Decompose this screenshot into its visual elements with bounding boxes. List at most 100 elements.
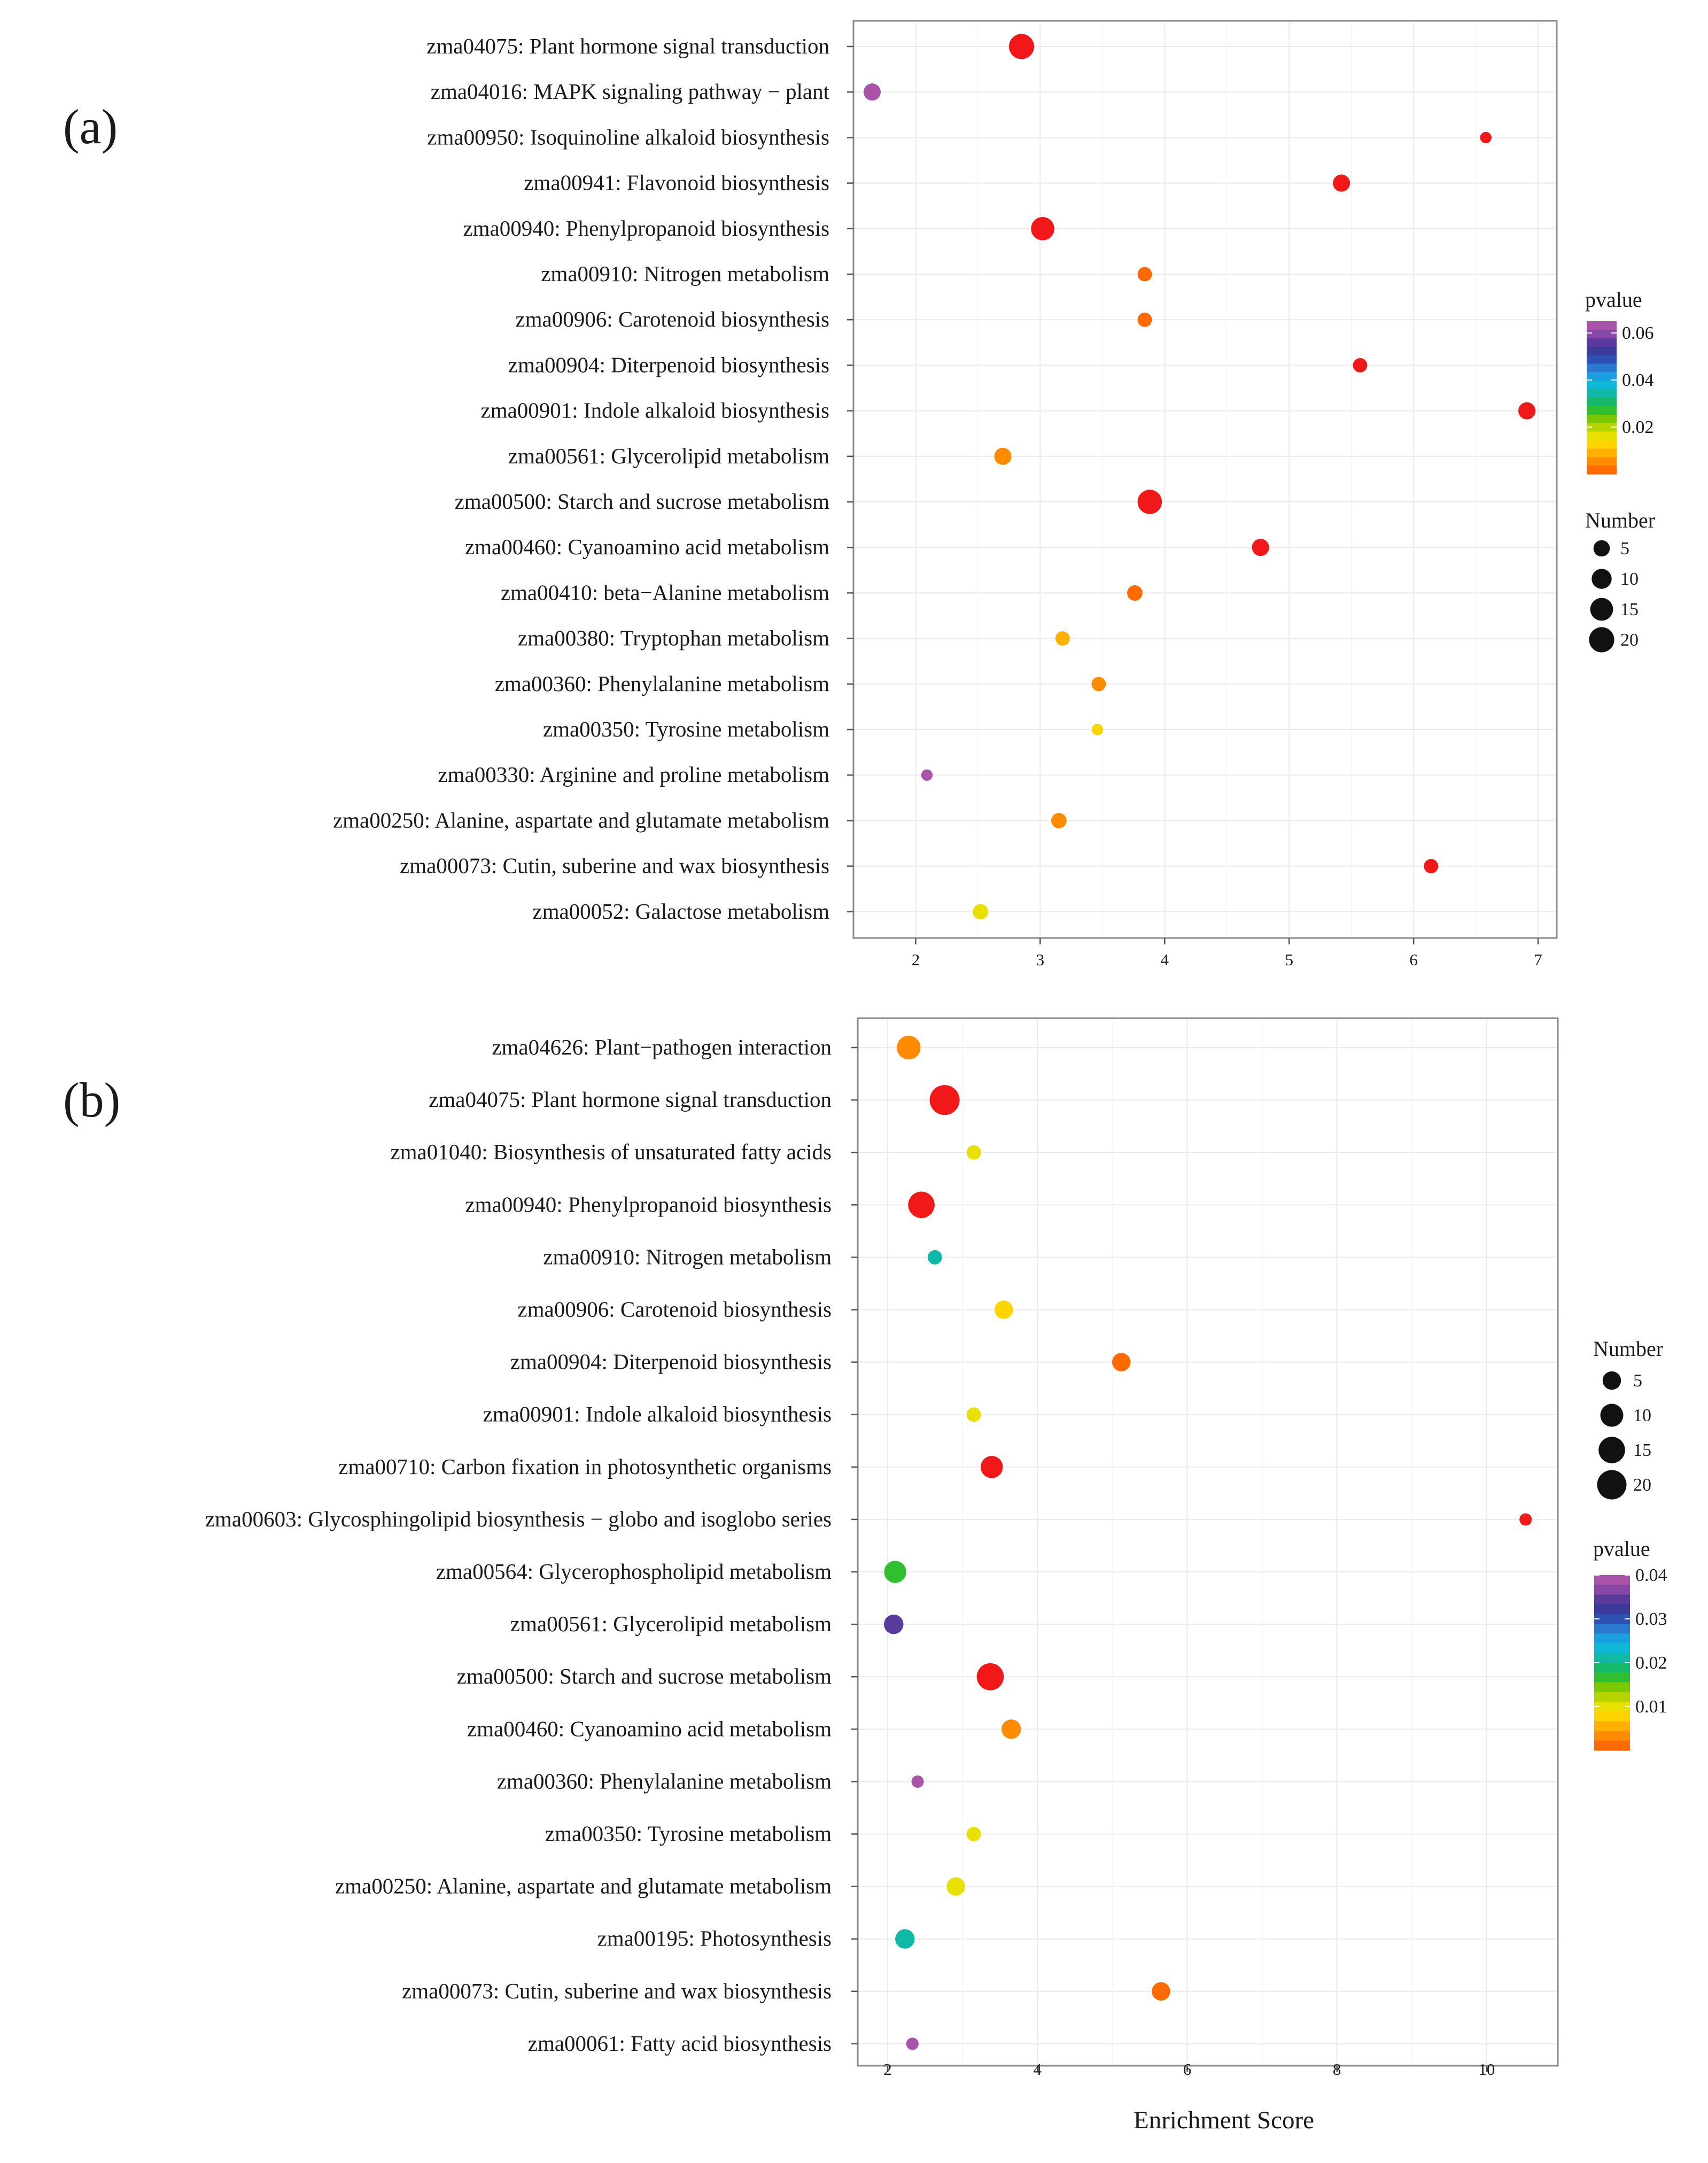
- x-tick-label: 3: [1036, 950, 1045, 969]
- panel-b-y-labels: zma04626: Plant−pathogen interaction zma0…: [205, 1035, 858, 2056]
- colorbar-tick-label: 0.04: [1635, 1565, 1667, 1585]
- panel-a-grid: [855, 22, 1556, 937]
- data-point: [929, 1085, 960, 1115]
- y-tick-label: zma00950: Isoquinoline alkaloid biosynth…: [427, 125, 829, 149]
- colorbar-segment: [1587, 372, 1617, 381]
- panel-a-pvalue-colorbar: [1587, 321, 1617, 475]
- colorbar-segment: [1594, 1614, 1630, 1624]
- number-legend-dot: [1598, 1437, 1625, 1463]
- data-point: [1137, 312, 1152, 327]
- x-tick-label: 6: [1409, 950, 1418, 969]
- colorbar-segment: [1594, 1692, 1630, 1702]
- y-tick-label: zma00250: Alanine, aspartate and glutama…: [333, 808, 829, 832]
- data-point: [1480, 131, 1492, 144]
- number-legend-dot: [1590, 598, 1613, 621]
- colorbar-segment: [1594, 1672, 1630, 1683]
- data-point: [1091, 677, 1106, 692]
- y-tick-label: zma00360: Phenylalanine metabolism: [495, 671, 829, 696]
- panel-b-grid: [859, 1019, 1557, 2065]
- colorbar-segment: [1587, 389, 1617, 398]
- data-point: [973, 904, 988, 920]
- panel-a-legend: pvalue 0.06 0.04 0.02 Number 5 10 15 20: [1585, 288, 1655, 653]
- panel-a-pvalue-legend-title: pvalue: [1585, 288, 1642, 312]
- data-point: [1091, 724, 1104, 735]
- data-point: [884, 1614, 904, 1634]
- panel-b-pvalue-colorbar-ticks: 0.04 0.03 0.02 0.01: [1594, 1565, 1667, 1717]
- y-tick-label: zma00195: Photosynthesis: [597, 1926, 832, 1951]
- number-legend-label: 10: [1620, 569, 1639, 589]
- colorbar-segment: [1594, 1663, 1630, 1673]
- panel-b-legend: Number 5 10 15 20 pvalue 0.04 0.03 0.02 0.01: [1593, 1337, 1667, 1751]
- number-legend-label: 15: [1620, 600, 1639, 619]
- data-point: [863, 83, 881, 101]
- panel-a-number-legend: 5 10 15 20: [1589, 539, 1639, 653]
- colorbar-segment: [1587, 466, 1617, 475]
- data-point: [927, 1250, 942, 1265]
- colorbar-segment: [1587, 338, 1617, 347]
- colorbar-segment: [1587, 440, 1617, 449]
- colorbar-segment: [1587, 414, 1617, 424]
- colorbar-segment: [1587, 431, 1617, 441]
- colorbar-segment: [1594, 1575, 1630, 1585]
- colorbar-segment: [1587, 346, 1617, 356]
- colorbar-tick-label: 0.06: [1622, 323, 1654, 343]
- colorbar-segment: [1594, 1721, 1630, 1732]
- data-point: [911, 1775, 924, 1788]
- panel-b-points: [884, 1035, 1532, 2050]
- colorbar-tick-label: 0.01: [1635, 1697, 1667, 1717]
- data-point: [1332, 174, 1350, 192]
- panel-b-plot-frame: [857, 1017, 1559, 2067]
- data-point: [946, 1877, 965, 1896]
- colorbar-segment: [1594, 1711, 1630, 1722]
- data-point: [895, 1929, 915, 1949]
- colorbar-segment: [1587, 423, 1617, 432]
- y-tick-label: zma00906: Carotenoid biosynthesis: [517, 1297, 832, 1322]
- colorbar-segment: [1587, 363, 1617, 373]
- number-legend-dot: [1602, 1371, 1621, 1390]
- data-point: [1353, 358, 1368, 373]
- number-legend-label: 15: [1633, 1440, 1651, 1460]
- colorbar-segment: [1587, 321, 1617, 330]
- colorbar-segment: [1594, 1740, 1630, 1751]
- panel-b-label: (b): [63, 1073, 120, 1127]
- y-tick-label: zma00500: Starch and sucrose metabolism: [457, 1664, 832, 1688]
- panel-b-pvalue-colorbar: [1594, 1575, 1630, 1751]
- y-tick-label: zma04626: Plant−pathogen interaction: [492, 1035, 832, 1059]
- x-tick-label: 2: [912, 950, 920, 969]
- y-tick-label: zma00061: Fatty acid biosynthesis: [528, 2031, 832, 2056]
- colorbar-segment: [1594, 1653, 1630, 1663]
- y-tick-label: zma00410: beta−Alanine metabolism: [501, 580, 829, 604]
- panel-b-number-legend: 5 10 15 20: [1597, 1371, 1651, 1500]
- panel-b-x-ticks: 2 4 6 8 10: [883, 2060, 1495, 2079]
- y-tick-label: zma00350: Tyrosine metabolism: [545, 1821, 832, 1846]
- colorbar-segment: [1587, 329, 1617, 339]
- x-tick-label: 5: [1285, 950, 1293, 969]
- colorbar-segment: [1587, 355, 1617, 365]
- panel-a-pvalue-colorbar-ticks: 0.06 0.04 0.02: [1587, 323, 1654, 437]
- data-point: [1137, 267, 1152, 282]
- data-point: [994, 447, 1012, 465]
- x-tick-label: 7: [1534, 950, 1542, 969]
- colorbar-segment: [1594, 1585, 1630, 1595]
- data-point: [981, 1456, 1003, 1478]
- data-point: [908, 1191, 935, 1219]
- y-tick-label: zma00603: Glycosphingolipid biosynthesis…: [205, 1507, 832, 1531]
- y-tick-label: zma00073: Cutin, suberine and wax biosyn…: [402, 1979, 832, 2003]
- y-tick-label: zma04016: MAPK signaling pathway − plant: [431, 79, 830, 104]
- x-tick-label: 2: [883, 2060, 892, 2079]
- colorbar-segment: [1594, 1624, 1630, 1634]
- number-legend-dot: [1589, 627, 1614, 653]
- data-point: [1424, 859, 1439, 874]
- number-legend-dot: [1593, 540, 1610, 557]
- y-tick-label: zma00710: Carbon fixation in photosynthe…: [338, 1454, 832, 1479]
- data-point: [1112, 1353, 1131, 1371]
- number-legend-dot: [1600, 1404, 1624, 1427]
- x-tick-label: 6: [1183, 2060, 1192, 2079]
- y-tick-label: zma00052: Galactose metabolism: [532, 899, 829, 924]
- data-point: [1152, 1982, 1170, 2001]
- data-point: [1051, 812, 1067, 828]
- x-tick-label: 4: [1034, 2060, 1042, 2079]
- y-tick-label: zma00940: Phenylpropanoid biosynthesis: [465, 1192, 832, 1216]
- y-tick-label: zma00904: Diterpenoid biosynthesis: [510, 1350, 832, 1374]
